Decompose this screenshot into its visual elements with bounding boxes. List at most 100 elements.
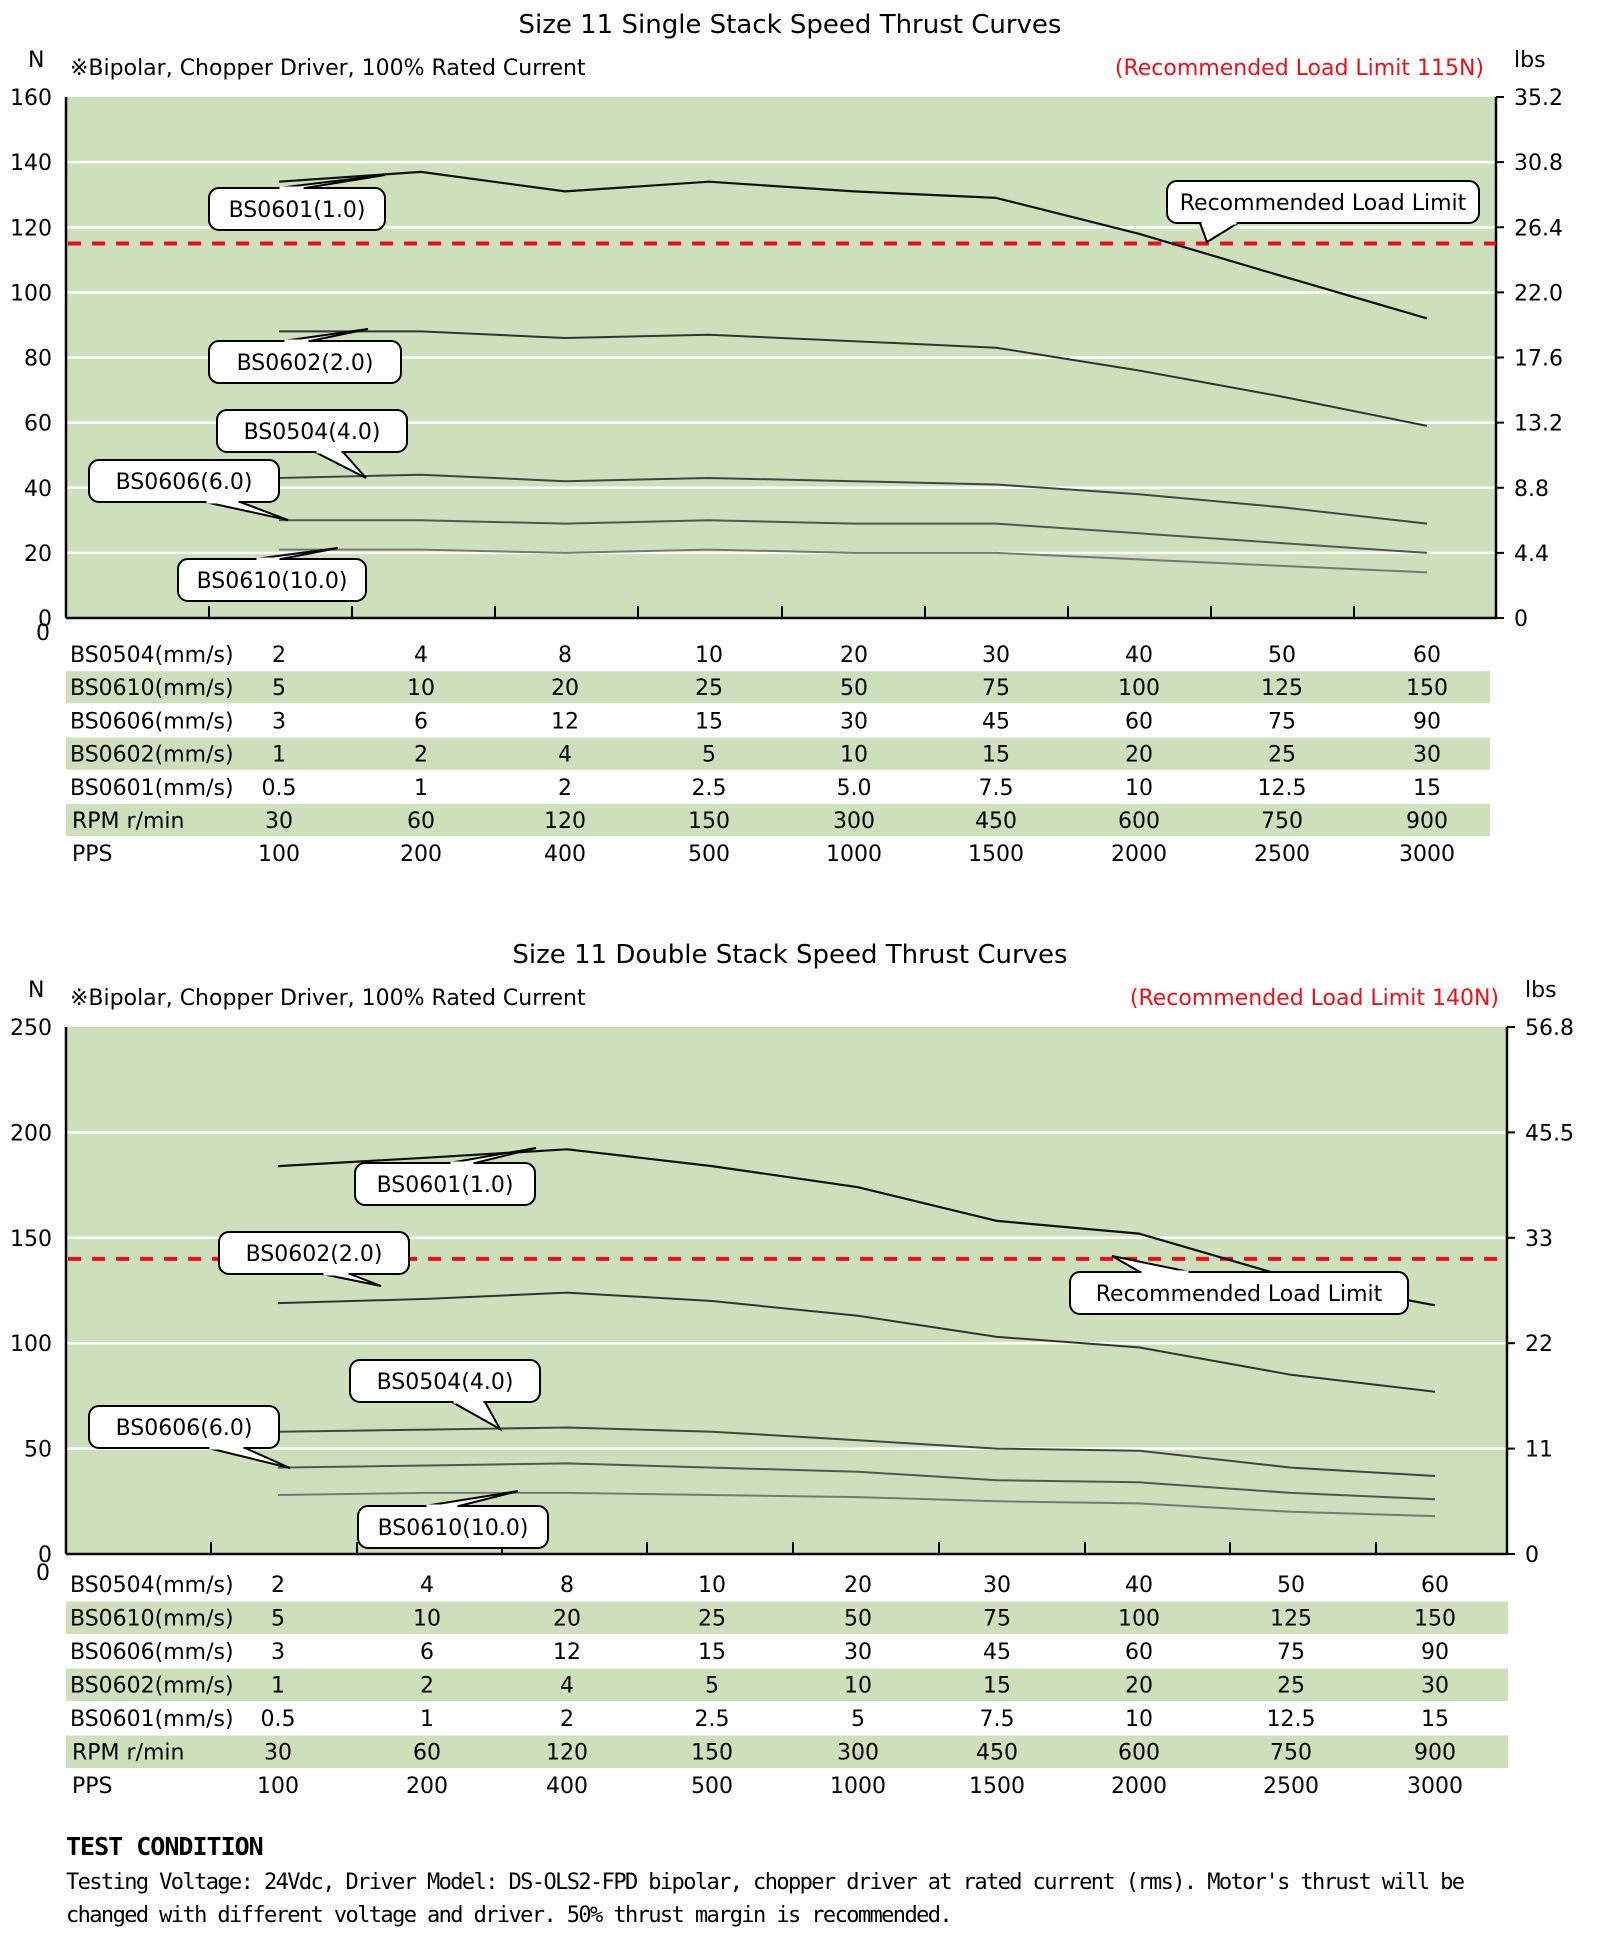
y-tick-label-right: 22.0 [1514, 281, 1563, 306]
series-label-bs0602-text: BS0602(2.0) [237, 351, 374, 376]
table-cell: 15 [698, 1640, 726, 1665]
table-cell: 4 [558, 743, 572, 768]
series-line-bs0606 [277, 1462, 1436, 1501]
table-cell: 2000 [1111, 1774, 1167, 1799]
table-row-shade [66, 1601, 1508, 1634]
table-cell: 75 [1268, 709, 1296, 734]
table-cell: 20 [844, 1573, 872, 1598]
series-line-bs0602 [279, 330, 1428, 427]
table-cell: 8 [560, 1573, 574, 1598]
series-label-bs0504: BS0504(4.0) [216, 409, 408, 479]
y-tick-label-right: 13.2 [1514, 412, 1563, 437]
table-cell: 3 [271, 1640, 285, 1665]
table-cell: 100 [257, 1774, 299, 1799]
y-tick-label-left: 0 [38, 1543, 52, 1568]
table-cell: 60 [1125, 709, 1153, 734]
table-row: BS0504(mm/s) 2 4 8 10 20 30 40 50 60 [70, 643, 1441, 668]
table-cell: 30 [840, 709, 868, 734]
table-cell: 1500 [968, 842, 1024, 867]
table-cell: 300 [833, 809, 875, 834]
series-line-bs0610 [277, 1491, 1436, 1518]
x-axis-origin-label: 0 [36, 1561, 50, 1586]
series-label-bs0606-text: BS0606(6.0) [116, 1416, 253, 1441]
table-row-label: BS0606(mm/s) [70, 1640, 234, 1665]
load-limit-note: (Recommended Load Limit 115N) [1115, 56, 1484, 81]
series-label-bs0610-text: BS0610(10.0) [378, 1516, 529, 1541]
table-cell: 5 [272, 676, 286, 701]
table-cell: 75 [983, 1607, 1011, 1632]
table-cell: 60 [1125, 1640, 1153, 1665]
table-cell: 1500 [969, 1774, 1025, 1799]
series-label-bs0601-box [354, 1162, 536, 1206]
table-cell: 50 [840, 676, 868, 701]
series-label-bs0601-text: BS0601(1.0) [229, 198, 366, 223]
table-cell: 2 [271, 1573, 285, 1598]
table-row-label: PPS [72, 842, 113, 867]
table-cell: 1 [271, 1674, 285, 1699]
table-row-label: RPM r/min [72, 1741, 184, 1766]
table-cell: 10 [407, 676, 435, 701]
series-line-bs0606 [279, 519, 1428, 554]
table-cell: 500 [691, 1774, 733, 1799]
series-label-bs0504-text: BS0504(4.0) [377, 1370, 514, 1395]
table-cell: 20 [1125, 1674, 1153, 1699]
table-cell: 3000 [1407, 1774, 1463, 1799]
y-tick-label-left: 80 [24, 347, 52, 372]
table-cell: 15 [982, 743, 1010, 768]
table-cell: 0.5 [261, 1707, 296, 1732]
table-row: RPM r/min 30 60 120 150 300 450 600 750 900 [66, 1735, 1508, 1768]
table-cell: 20 [1125, 743, 1153, 768]
load-limit-callout-box [1069, 1271, 1409, 1315]
series-line-bs0610 [279, 548, 1428, 574]
table-cell: 2 [560, 1707, 574, 1732]
series-label-bs0601-text: BS0601(1.0) [377, 1173, 514, 1198]
series-line-bs0601 [277, 1148, 1436, 1307]
table-row: BS0610(mm/s) 5 10 20 25 50 75 100 125 150 [66, 671, 1490, 704]
table-cell: 50 [844, 1607, 872, 1632]
table-cell: 200 [400, 842, 442, 867]
y-tick-label-left: 50 [24, 1438, 52, 1463]
table-cell: 4 [420, 1573, 434, 1598]
series-label-bs0601: BS0601(1.0) [208, 174, 386, 231]
y-axis-unit-left: N [28, 978, 44, 1003]
series-label-bs0606-box [88, 1405, 280, 1449]
table-row: BS0606(mm/s) 3 6 12 15 30 45 60 75 90 [70, 709, 1441, 734]
table-row-shade [66, 671, 1490, 704]
table-row: BS0610(mm/s) 5 10 20 25 50 75 100 125 150 [66, 1601, 1508, 1634]
table-cell: 100 [1118, 676, 1160, 701]
series-label-bs0606: BS0606(6.0) [88, 459, 289, 521]
table-cell: 8 [558, 643, 572, 668]
table-cell: 30 [265, 809, 293, 834]
table-cell: 2 [558, 776, 572, 801]
table-cell: 5 [702, 743, 716, 768]
table-cell: 30 [1421, 1674, 1449, 1699]
y-tick-label-right: 35.2 [1514, 86, 1563, 111]
table-cell: 90 [1421, 1640, 1449, 1665]
y-tick-label-left: 0 [38, 607, 52, 632]
table-cell: 75 [1277, 1640, 1305, 1665]
table-cell: 5 [271, 1607, 285, 1632]
table-cell: 2500 [1254, 842, 1310, 867]
y-tick-label-right: 4.4 [1514, 542, 1549, 567]
y-tick-label-left: 150 [10, 1227, 52, 1252]
table-cell: 10 [844, 1674, 872, 1699]
series-label-bs0504-box [349, 1359, 541, 1403]
table-cell: 150 [1406, 676, 1448, 701]
test-condition-text: Testing Voltage: 24Vdc, Driver Model: DS… [66, 1870, 1465, 1928]
series-line-bs0504 [278, 473, 1428, 525]
table-cell: 10 [840, 743, 868, 768]
table-cell: 1 [420, 1707, 434, 1732]
y-tick-label-right: 33 [1525, 1227, 1553, 1252]
y-axis-unit-right: lbs [1525, 978, 1557, 1003]
y-tick-label-right: 17.6 [1514, 347, 1563, 372]
series-label-bs0610-text: BS0610(10.0) [197, 569, 348, 594]
series-label-bs0504-text: BS0504(4.0) [244, 420, 381, 445]
x-axis-origin-label: 0 [36, 621, 50, 646]
y-tick-label-left: 140 [10, 151, 52, 176]
y-tick-label-left: 250 [10, 1016, 52, 1041]
table-cell: 10 [1125, 776, 1153, 801]
table-cell: 1 [414, 776, 428, 801]
table-cell: 5.0 [837, 776, 872, 801]
table-cell: 900 [1414, 1741, 1456, 1766]
series-label-bs0602-text: BS0602(2.0) [246, 1242, 383, 1267]
